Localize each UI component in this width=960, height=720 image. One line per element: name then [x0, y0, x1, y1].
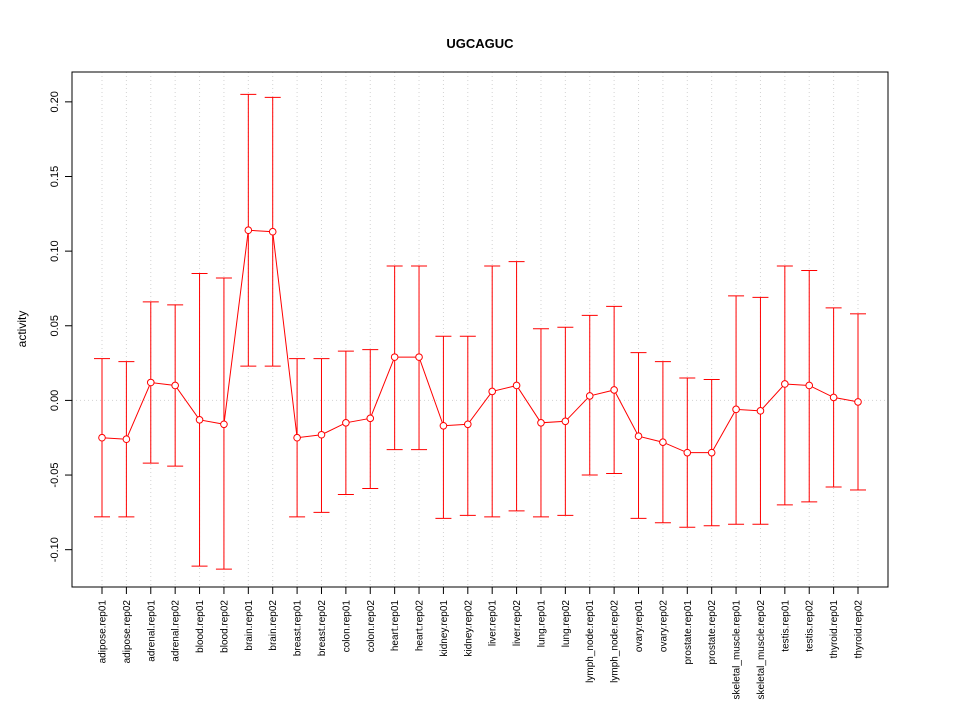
data-point: [268, 227, 277, 236]
series-polyline: [101, 229, 859, 454]
axes: -0.10 -0.05 0.00 0.05 0.10 0.15 0.20 adipose.re…: [49, 91, 865, 699]
y-tick-label: 0.05: [49, 315, 61, 336]
data-point: [683, 448, 692, 457]
x-tick-label: adipose.rep01: [98, 600, 109, 664]
data-point: [220, 420, 228, 429]
x-tick-label: adipose.rep02: [122, 600, 133, 664]
x-tick-label: breast.rep02: [317, 600, 328, 657]
x-tick-label: adrenal.rep01: [146, 600, 157, 662]
data-point: [439, 421, 448, 430]
data-point: [195, 416, 204, 424]
data-point: [610, 386, 618, 394]
data-point: [756, 407, 765, 415]
x-tick-label: prostate.rep01: [683, 600, 694, 665]
data-point: [488, 387, 496, 396]
x-tick-label: lymph_node.rep02: [610, 600, 621, 683]
data-point: [390, 353, 399, 361]
x-tick-label: colon.rep01: [341, 600, 352, 653]
data-point: [659, 438, 667, 447]
data-point: [732, 405, 740, 414]
plot-frame: [71, 71, 889, 588]
data-point: [634, 432, 643, 441]
series-line: [101, 229, 859, 454]
data-point: [317, 430, 326, 439]
y-tick-label: -0.10: [49, 537, 61, 562]
y-tick-label: 0.15: [49, 166, 61, 187]
x-tick-label: thyroid.rep01: [829, 600, 840, 659]
x-tick-label: liver.rep02: [512, 600, 523, 647]
x-tick-label: liver.rep01: [488, 600, 499, 647]
data-point: [561, 417, 570, 426]
y-tick-label: 0.20: [49, 91, 61, 112]
data-point: [366, 414, 375, 423]
data-point: [537, 418, 545, 427]
data-point: [805, 381, 814, 390]
data-point: [707, 448, 716, 457]
x-tick-label: ovary.rep01: [634, 600, 645, 653]
x-tick-label: ovary.rep02: [658, 600, 669, 653]
error-bars: [94, 93, 866, 570]
y-tick-label: 0.10: [49, 240, 61, 261]
data-point: [585, 392, 594, 400]
data-points: [98, 226, 862, 457]
x-tick-label: heart.rep01: [390, 600, 401, 652]
x-tick-label: breast.rep01: [293, 600, 304, 657]
x-tick-label: lung.rep01: [536, 600, 547, 648]
x-tick-label: lung.rep02: [561, 600, 572, 648]
grid: [72, 72, 888, 587]
x-tick-label: testis.rep01: [780, 600, 791, 652]
y-tick-label: -0.05: [49, 463, 61, 488]
x-tick-label: adrenal.rep02: [171, 600, 182, 662]
x-tick-label: lymph_node.rep01: [585, 600, 596, 683]
x-tick-label: blood.rep02: [219, 600, 230, 653]
data-point: [293, 433, 301, 442]
x-tick-label: heart.rep02: [415, 600, 426, 652]
x-tick-label: thyroid.rep02: [854, 600, 865, 659]
data-point: [342, 418, 350, 427]
data-point: [415, 353, 423, 361]
data-point: [122, 435, 131, 444]
data-point: [512, 381, 521, 390]
x-tick-label: testis.rep02: [805, 600, 816, 652]
data-point: [464, 420, 472, 429]
x-tick-label: kidney.rep01: [439, 600, 450, 657]
data-point: [854, 398, 862, 406]
x-tick-label: skeletal_muscle.rep02: [756, 600, 767, 700]
x-tick-label: brain.rep01: [244, 600, 255, 651]
y-axis-label: activity: [15, 311, 29, 348]
data-point: [781, 380, 789, 388]
data-point: [146, 378, 155, 387]
data-point: [171, 381, 179, 390]
x-tick-label: skeletal_muscle.rep01: [732, 600, 743, 700]
y-tick-label: 0.00: [49, 390, 61, 411]
data-point: [244, 226, 253, 235]
x-tick-label: kidney.rep02: [463, 600, 474, 657]
x-tick-label: colon.rep02: [366, 600, 377, 653]
data-point: [98, 433, 106, 442]
data-point: [829, 393, 838, 402]
x-tick-label: prostate.rep02: [707, 600, 718, 665]
x-tick-label: blood.rep01: [195, 600, 206, 653]
x-tick-label: brain.rep02: [268, 600, 279, 651]
chart-title: UGCAGUC: [446, 36, 514, 51]
